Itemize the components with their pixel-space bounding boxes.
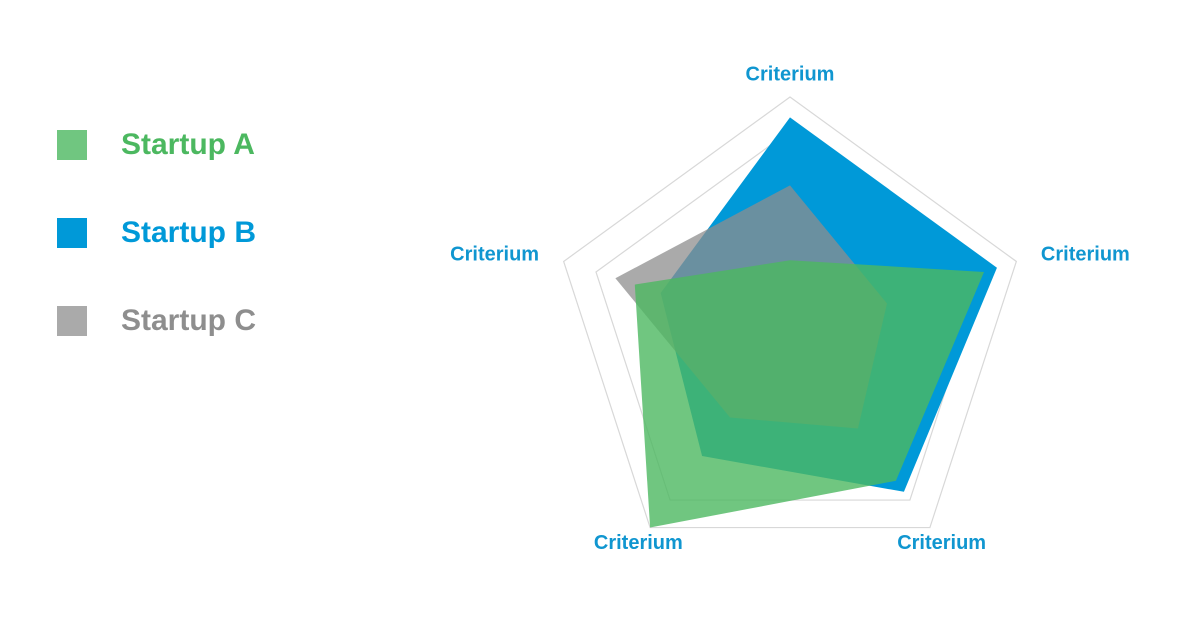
legend-label: Startup C xyxy=(121,304,256,337)
legend-label: Startup A xyxy=(121,128,255,161)
axis-label: Criterium xyxy=(1041,244,1130,266)
axis-label: Criterium xyxy=(450,244,539,266)
axis-label: Criterium xyxy=(594,532,683,554)
legend-swatch xyxy=(57,306,87,336)
axis-label: Criterium xyxy=(897,532,986,554)
legend-swatch xyxy=(57,130,87,160)
legend-swatch xyxy=(57,218,87,248)
axis-label: Criterium xyxy=(746,63,835,85)
legend-label: Startup B xyxy=(121,216,256,249)
radar-area xyxy=(634,260,985,528)
grid-ring xyxy=(562,96,1018,529)
